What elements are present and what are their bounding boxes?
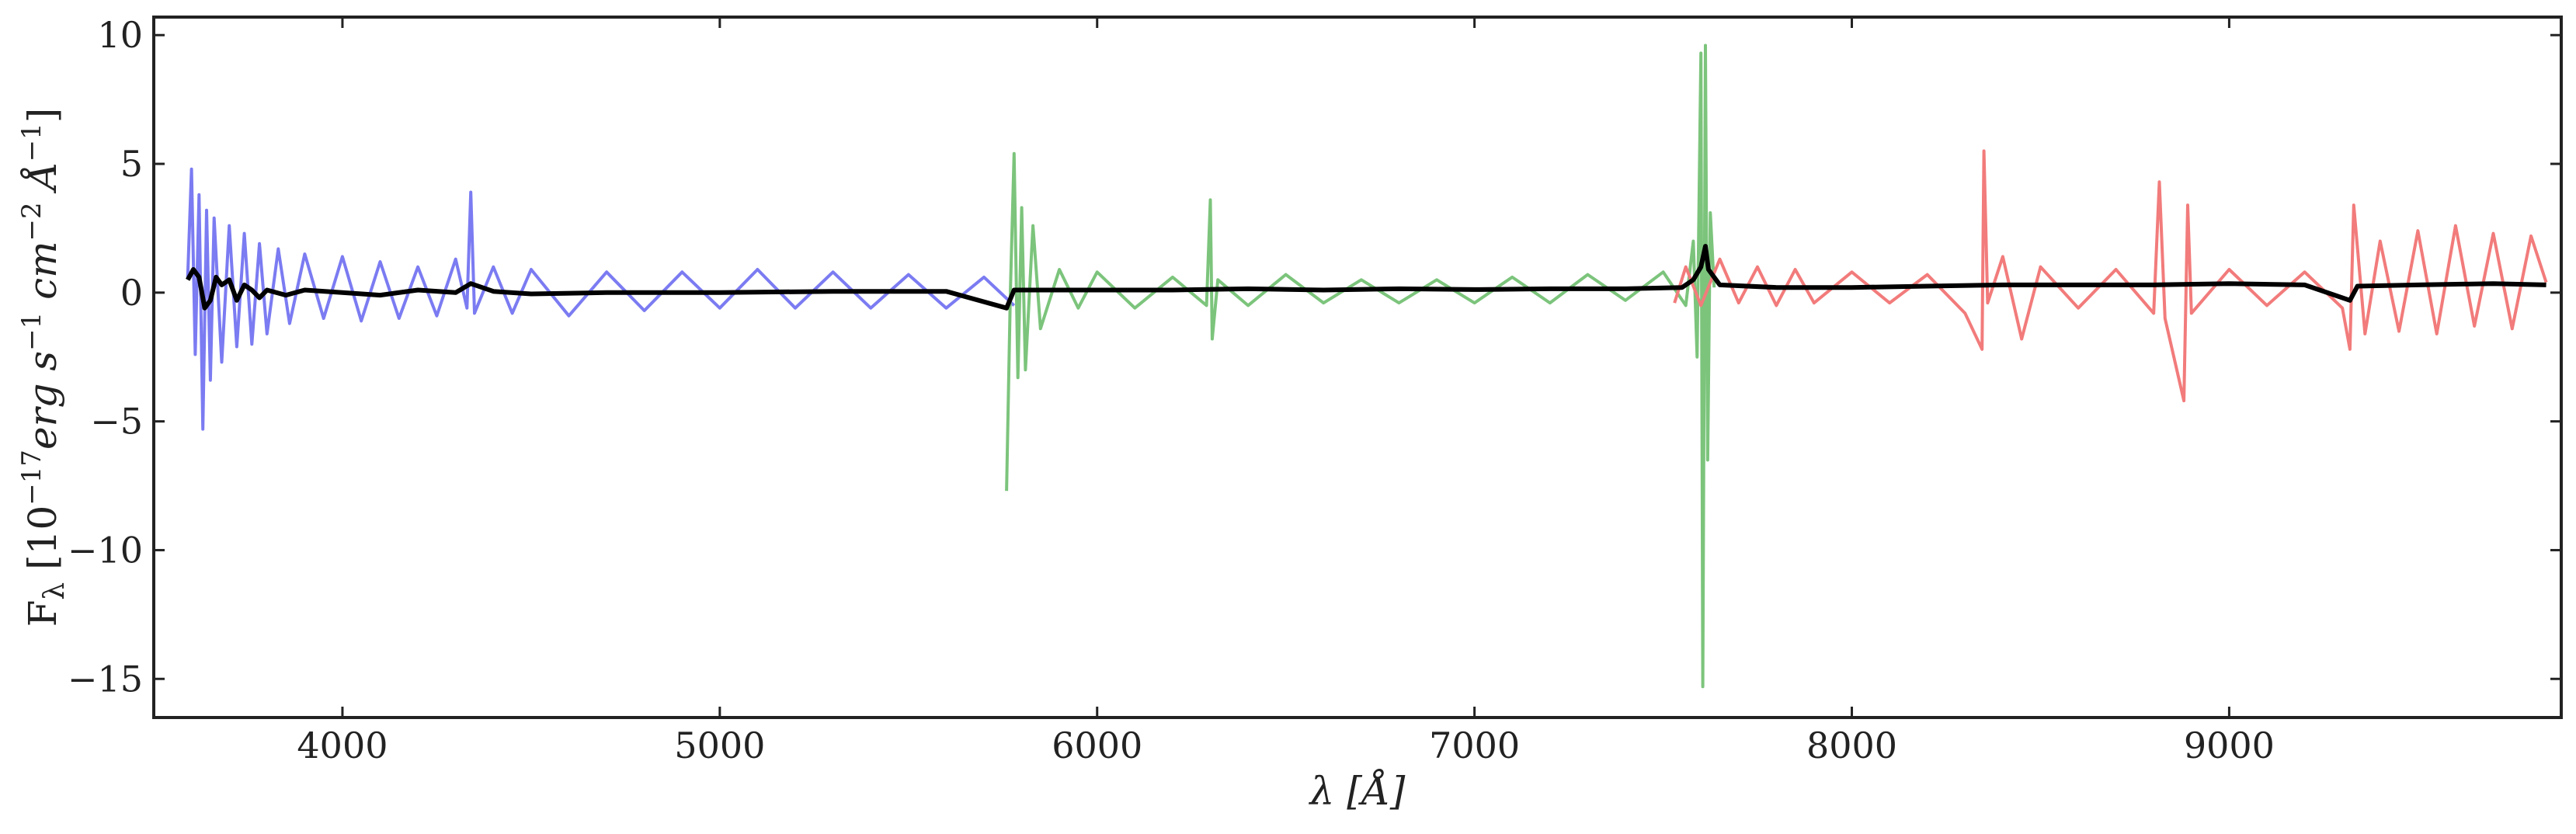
x-tick-label: 6000 [1052, 725, 1142, 766]
y-tick-label: 5 [120, 143, 143, 185]
y-tick-label: 0 [120, 272, 143, 314]
y-label-exp2: −1 [16, 312, 47, 351]
y-tick-label: −5 [90, 401, 143, 443]
x-tick-label: 8000 [1806, 725, 1897, 766]
y-label-cm: cm [20, 241, 65, 311]
x-tick-label: 7000 [1429, 725, 1520, 766]
series-line-1 [186, 167, 1016, 431]
y-label-lambda-sub: λ [39, 582, 71, 600]
y-tick-label: 10 [97, 14, 143, 56]
y-label-exp1: −17 [16, 450, 47, 506]
x-axis-label-lambda: λ [1309, 769, 1335, 814]
x-axis-label: λ [Å] [1309, 768, 1406, 814]
y-tick-label: −15 [68, 658, 143, 700]
series-layer [186, 43, 2548, 689]
y-label-exp4: −1 [16, 123, 47, 162]
series-line-3 [1673, 149, 2548, 403]
ticks-layer: 4000 5000 6000 7000 8000 9000 10 5 0 −5 −10 −15 [68, 14, 2561, 766]
series-line-2 [1005, 43, 1716, 689]
y-axis-label: Fλ [10−17erg s−1 cm−2 Å−1] [16, 108, 71, 627]
y-label-exp3: −2 [16, 202, 47, 241]
y-label-f: F [20, 600, 65, 627]
x-axis-label-rest: [Å] [1334, 768, 1406, 814]
x-tick-label: 9000 [2184, 725, 2275, 766]
y-label-erg: erg s [20, 351, 65, 450]
y-label-ang: Å [19, 162, 65, 202]
x-tick-label: 4000 [297, 725, 388, 766]
y-label-bracket-close: ] [20, 108, 65, 123]
y-label-bracket-open: [10 [20, 506, 65, 582]
plot-frame [152, 16, 2563, 719]
x-tick-label: 5000 [674, 725, 765, 766]
y-tick-label: −10 [68, 529, 143, 571]
series-line-4 [186, 244, 2546, 311]
